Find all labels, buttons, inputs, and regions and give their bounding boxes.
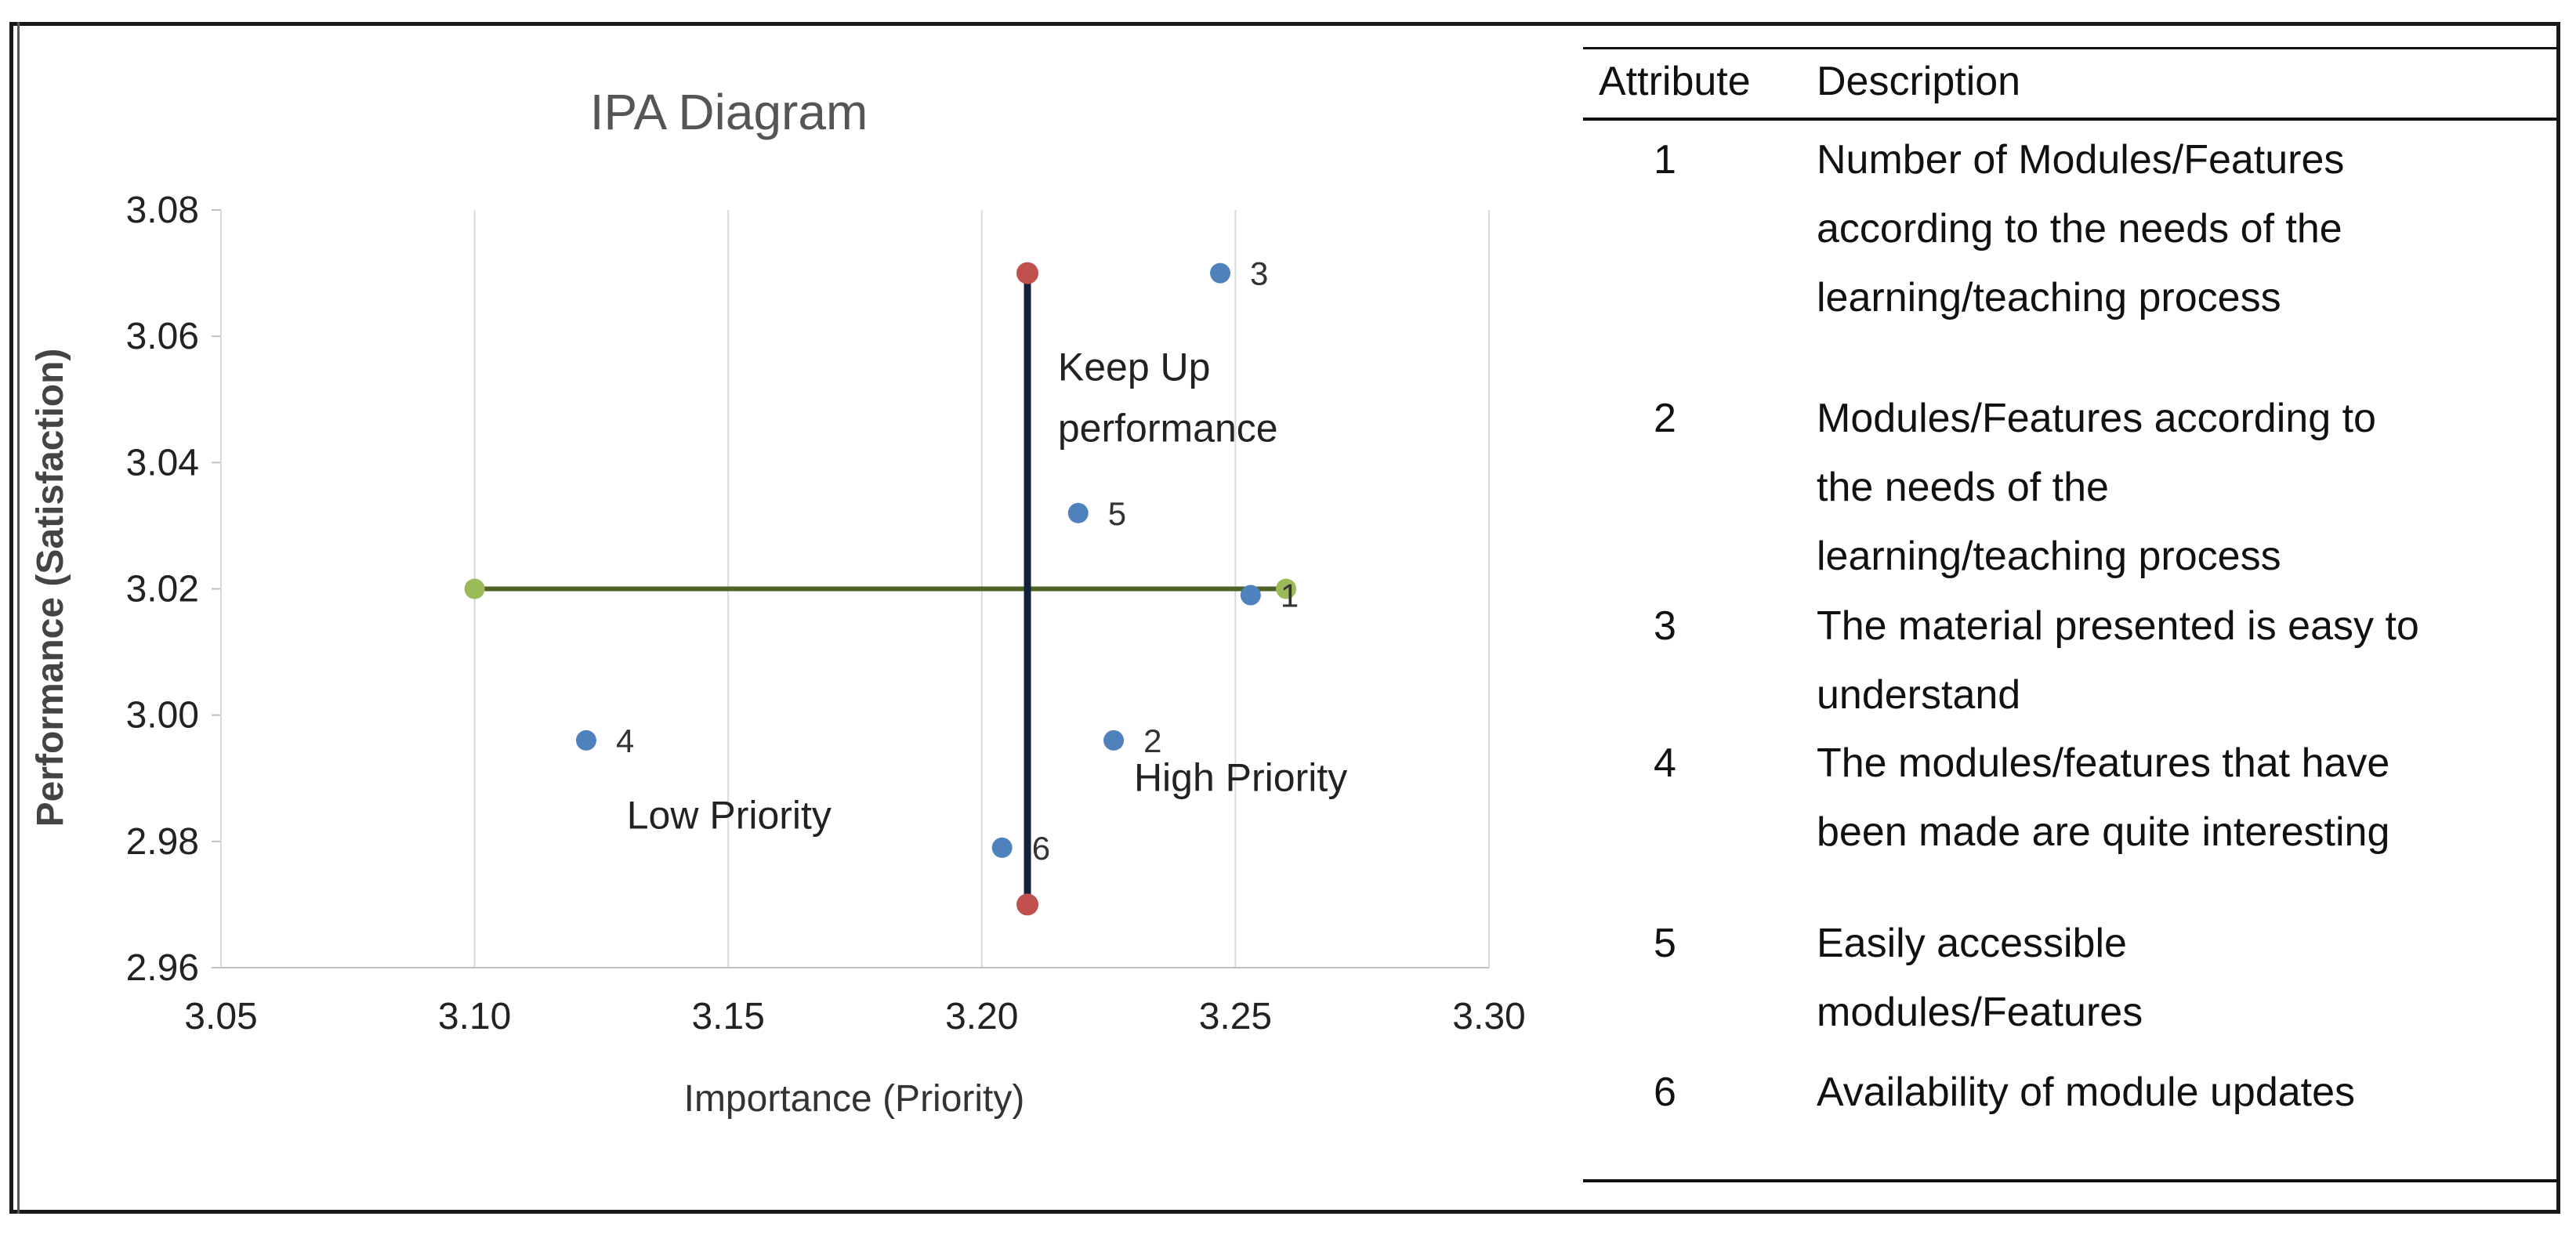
quadrant-label: High Priority xyxy=(1134,755,1347,799)
attribute-number: 3 xyxy=(1654,603,1676,649)
y-axis-title: Performance (Satisfaction) xyxy=(30,349,71,827)
labels: 1 2 3 4 5 6 Keep Up performance High Priority Low… xyxy=(616,255,1347,867)
description-line: Availability of module updates xyxy=(1817,1070,2356,1115)
x-tick-label: 3.15 xyxy=(691,996,764,1037)
frame-left-rule xyxy=(17,22,20,1214)
attribute-description: The material presented is easy to underst… xyxy=(1817,592,2538,729)
chart-area-background xyxy=(47,47,1560,1175)
vertical-line-endpoint xyxy=(1016,262,1039,284)
description-line: the needs of the xyxy=(1817,465,2109,510)
y-tick-label: 3.00 xyxy=(126,695,199,737)
y-tick-label: 3.04 xyxy=(126,442,199,483)
attribute-description: Availability of module updates xyxy=(1817,1058,2538,1127)
attribute-description: Easily accessible modules/Features xyxy=(1817,909,2538,1047)
header-attribute: Attribute xyxy=(1599,59,1751,104)
x-tick-label: 3.10 xyxy=(438,996,511,1037)
attribute-description: Modules/Features according to the needs o… xyxy=(1817,384,2538,591)
attribute-number: 5 xyxy=(1654,921,1676,966)
data-point-1 xyxy=(1240,585,1261,606)
y-tick-label: 3.08 xyxy=(126,190,199,231)
y-tick-label: 3.06 xyxy=(126,316,199,357)
attribute-number: 6 xyxy=(1654,1070,1676,1115)
data-point-label: 3 xyxy=(1250,255,1268,292)
vertical-line-endpoint xyxy=(1016,893,1039,916)
y-tick-label: 3.02 xyxy=(126,569,199,610)
ipa-chart-svg: 3.05 3.10 3.15 3.20 3.25 3.30 3.08 3.06 3.04 3.02… xyxy=(30,47,1560,1175)
table-bottom-rule xyxy=(1583,1179,2559,1182)
data-point-3 xyxy=(1209,262,1230,284)
description-line: Easily accessible xyxy=(1817,921,2127,966)
attribute-number: 1 xyxy=(1654,137,1676,183)
ipa-chart: 3.05 3.10 3.15 3.20 3.25 3.30 3.08 3.06 3.04 3.02… xyxy=(30,47,1560,1175)
attribute-number: 2 xyxy=(1654,396,1676,441)
quadrant-label: performance xyxy=(1058,407,1278,451)
description-line: The modules/features that have xyxy=(1817,740,2390,786)
description-line: been made are quite interesting xyxy=(1817,809,2390,855)
x-tick-label: 3.30 xyxy=(1452,996,1525,1037)
data-point-6 xyxy=(991,837,1013,858)
x-tick-label: 3.20 xyxy=(945,996,1018,1037)
description-line: learning/teaching process xyxy=(1817,275,2281,320)
figure-frame xyxy=(9,22,2560,1214)
axes: 3.05 3.10 3.15 3.20 3.25 3.30 3.08 3.06 3.04 3.02… xyxy=(126,190,1526,1037)
description-line: Number of Modules/Features xyxy=(1817,137,2345,183)
data-points xyxy=(575,262,1261,858)
attribute-number: 4 xyxy=(1654,740,1676,786)
attribute-description: Number of Modules/Features according to t… xyxy=(1817,125,2538,332)
description-line: according to the needs of the xyxy=(1817,206,2342,252)
y-tick-label: 2.98 xyxy=(126,821,199,863)
description-line: understand xyxy=(1817,672,2021,718)
description-line: Modules/Features according to xyxy=(1817,396,2376,441)
data-point-5 xyxy=(1067,502,1089,523)
x-tick-label: 3.05 xyxy=(184,996,257,1037)
data-point-label: 5 xyxy=(1108,495,1126,532)
data-point-label: 6 xyxy=(1032,830,1050,867)
header-description: Description xyxy=(1817,59,2021,104)
chart-title: IPA Diagram xyxy=(590,84,868,140)
description-line: learning/teaching process xyxy=(1817,534,2281,579)
description-line: The material presented is easy to xyxy=(1817,603,2419,649)
quadrant-label: Low Priority xyxy=(627,794,831,838)
y-tick-label: 2.96 xyxy=(126,947,199,989)
data-point-label: 2 xyxy=(1143,722,1161,759)
table-header: Attribute Description xyxy=(1583,47,2559,121)
table-top-rule xyxy=(1583,47,2559,49)
horizontal-line-endpoint xyxy=(464,578,485,599)
x-axis-title: Importance (Priority) xyxy=(684,1078,1025,1120)
data-point-label: 4 xyxy=(616,722,634,759)
data-point-4 xyxy=(575,729,596,751)
attribute-description: The modules/features that have been made … xyxy=(1817,729,2538,867)
x-tick-label: 3.25 xyxy=(1199,996,1272,1037)
data-point-2 xyxy=(1103,729,1125,751)
data-point-label: 1 xyxy=(1281,577,1299,614)
quadrant-label: Keep Up xyxy=(1058,346,1211,389)
horizontal-line-endpoint xyxy=(1276,578,1297,599)
description-line: modules/Features xyxy=(1817,990,2143,1035)
quadrant-lines xyxy=(464,262,1297,916)
